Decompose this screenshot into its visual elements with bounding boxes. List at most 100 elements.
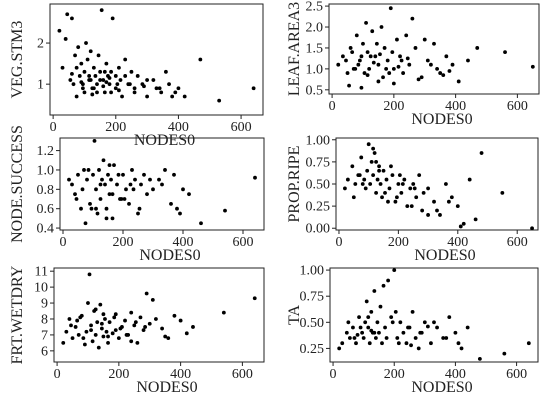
data-point (385, 58, 390, 63)
data-point (366, 325, 371, 330)
data-point (115, 82, 120, 87)
data-point (98, 78, 103, 82)
data-point (109, 90, 113, 95)
x-tick-label: 400 (170, 367, 191, 382)
data-point (93, 74, 98, 78)
data-point (112, 163, 116, 168)
data-point (112, 315, 117, 320)
data-point (99, 8, 104, 13)
data-point (181, 187, 185, 192)
data-point (435, 208, 439, 213)
data-point (143, 325, 148, 329)
data-point (404, 341, 409, 346)
data-point (388, 6, 393, 11)
data-point (449, 195, 454, 200)
data-point (466, 58, 470, 63)
data-point (348, 46, 353, 50)
y-tick-label: 2.0 (306, 21, 324, 36)
data-point (95, 211, 100, 216)
data-point (70, 182, 74, 187)
data-point (503, 50, 507, 55)
data-point (88, 49, 93, 54)
data-point (386, 278, 391, 283)
data-point (157, 177, 161, 182)
data-point (121, 172, 125, 177)
data-point (147, 321, 152, 326)
data-point (408, 186, 413, 191)
data-point (71, 82, 76, 87)
data-point (104, 329, 109, 334)
data-point (251, 86, 256, 91)
data-point (84, 41, 88, 45)
data-point (359, 85, 364, 90)
data-point (93, 307, 98, 312)
data-point (163, 168, 167, 172)
x-tick-label: 200 (383, 99, 404, 114)
data-point (223, 208, 227, 213)
data-point (70, 336, 75, 340)
data-point (80, 86, 85, 91)
data-point (373, 54, 378, 59)
data-point (336, 62, 341, 67)
data-point (85, 177, 89, 182)
data-point (132, 323, 137, 328)
data-point (413, 336, 418, 340)
data-point (420, 208, 425, 213)
data-point (458, 224, 463, 229)
data-point (530, 64, 535, 69)
data-point (110, 216, 115, 221)
data-point (178, 211, 182, 216)
panel-4: 0 200 400 600 0.00 0.25 0.50 0.75 1.00 NODES0 PROP… (286, 133, 539, 264)
data-point (376, 62, 381, 67)
data-point (391, 66, 396, 71)
data-point (78, 315, 83, 320)
data-point (465, 325, 470, 330)
data-point (354, 341, 358, 346)
data-point (356, 62, 361, 67)
data-point (70, 16, 74, 21)
data-point (395, 37, 399, 42)
data-point (380, 195, 384, 200)
data-point (142, 84, 146, 89)
data-point (375, 320, 380, 325)
data-point (120, 94, 124, 99)
data-point (123, 74, 128, 78)
data-point (375, 177, 380, 182)
data-point (364, 299, 369, 304)
data-point (453, 330, 458, 335)
data-point (429, 62, 433, 67)
data-point (172, 313, 177, 318)
data-point (425, 58, 430, 63)
data-point (90, 92, 95, 97)
data-point (418, 330, 423, 335)
data-point (148, 177, 152, 182)
data-point (99, 326, 104, 331)
data-point (67, 317, 72, 321)
data-point (432, 199, 436, 204)
data-point (357, 173, 362, 178)
data-point (419, 75, 424, 80)
data-point (479, 151, 484, 155)
data-point (129, 69, 134, 74)
x-tick-label: 0 (329, 99, 336, 114)
data-point (475, 46, 480, 50)
data-point (360, 182, 365, 186)
data-point (145, 78, 150, 82)
data-point (96, 53, 101, 58)
data-point (98, 197, 103, 201)
data-point (337, 346, 342, 351)
data-point (359, 155, 364, 160)
data-point (450, 62, 455, 67)
data-point (371, 60, 376, 65)
data-point (106, 172, 110, 177)
data-point (253, 175, 257, 180)
data-point (74, 197, 79, 201)
data-point (104, 61, 109, 66)
data-point (100, 177, 104, 182)
data-point (95, 320, 100, 325)
data-point (145, 192, 149, 197)
y-tick-label: 0.25 (306, 200, 331, 215)
x-tick-label: 200 (113, 235, 134, 250)
data-point (135, 340, 140, 345)
